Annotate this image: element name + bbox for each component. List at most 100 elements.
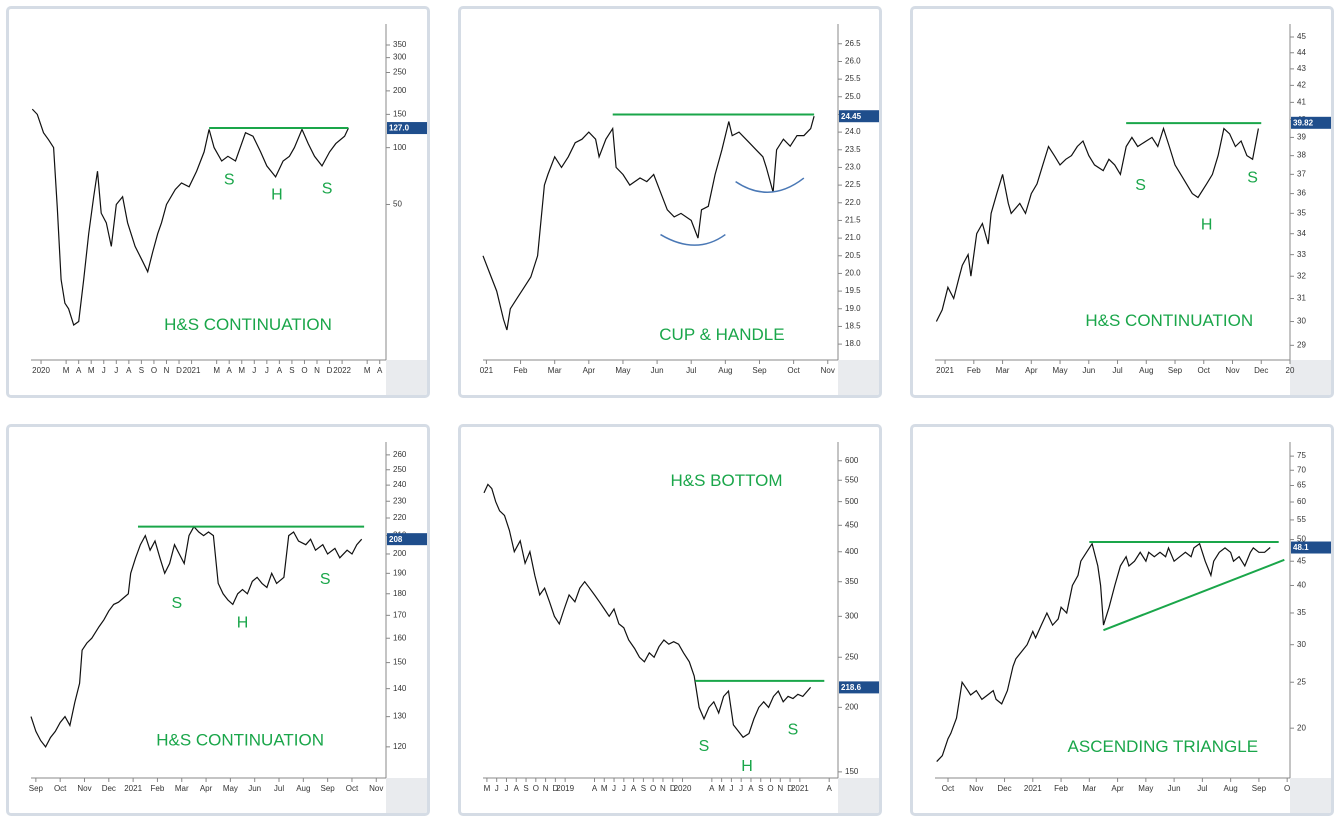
y-tick-label: 450 (845, 520, 859, 529)
y-tick-label: 200 (393, 86, 407, 95)
y-tick-label: 200 (845, 702, 859, 711)
x-tick-label: 2021 (936, 366, 954, 375)
x-tick-label: Aug (1139, 366, 1153, 375)
y-tick-label: 120 (393, 742, 407, 751)
axis-corner (386, 360, 427, 395)
y-tick-label: 19.5 (845, 286, 861, 295)
x-tick-label: Jun (248, 784, 261, 793)
price-tag-label: 48.1 (1293, 543, 1309, 552)
y-tick-label: 50 (1297, 535, 1306, 544)
x-tick-label: Nov (969, 784, 983, 793)
price-tag (1291, 541, 1331, 554)
y-tick-label: 23.0 (845, 163, 861, 172)
y-tick-label: 18.5 (845, 322, 861, 331)
chart: 29303132333435363738394041424344452021Fe… (935, 24, 1331, 395)
y-tick-label: 24.0 (845, 127, 861, 136)
x-tick-label: A (377, 366, 383, 375)
x-tick-label: Apr (583, 366, 596, 375)
y-tick-label: 75 (1297, 451, 1306, 460)
x-tick-label: 2020 (674, 784, 692, 793)
price-tag-label: 127.0 (389, 124, 410, 133)
x-tick-label: J (622, 784, 626, 793)
x-tick-label: A (748, 784, 754, 793)
y-tick-label: 22.0 (845, 198, 861, 207)
x-tick-label: Mar (175, 784, 189, 793)
y-tick-label: 45 (1297, 556, 1306, 565)
x-tick-label: Feb (967, 366, 981, 375)
pattern-label: H (741, 758, 753, 775)
price-line (483, 483, 812, 739)
x-tick-label: Mar (996, 366, 1010, 375)
x-tick-label: J (612, 784, 616, 793)
x-tick-label: J (495, 784, 499, 793)
x-tick-label: May (1052, 366, 1067, 375)
x-tick-label: S (641, 784, 646, 793)
y-tick-label: 39 (1297, 133, 1306, 142)
price-tag-label: 39.82 (1293, 118, 1314, 127)
y-tick-label: 20.0 (845, 269, 861, 278)
y-tick-label: 38 (1297, 151, 1306, 160)
y-tick-label: 220 (393, 513, 407, 522)
chart-panel: 20 25 30 35 40 45 50 55 60 65 70 75 Oct Nov Dec 2021 Feb… (910, 424, 1334, 816)
y-tick-label: 190 (393, 568, 407, 577)
x-tick-label: Oct (1198, 366, 1211, 375)
y-tick-label: 21.0 (845, 233, 861, 242)
x-tick-label: S (139, 366, 144, 375)
y-tick-label: 37 (1297, 169, 1306, 178)
x-tick-label: 2019 (556, 784, 574, 793)
axis-corner (838, 778, 879, 813)
y-tick-label: 25.5 (845, 74, 861, 83)
price-tag-label: 208 (389, 535, 403, 544)
x-tick-label: Feb (514, 366, 528, 375)
x-tick-label: Mar (548, 366, 562, 375)
y-tick-label: 130 (393, 712, 407, 721)
x-tick-label: J (102, 366, 106, 375)
price-line (482, 116, 815, 331)
y-tick-label: 350 (845, 577, 859, 586)
x-tick-label: Jul (1112, 366, 1122, 375)
y-tick-label: 180 (393, 589, 407, 598)
y-tick-label: 230 (393, 496, 407, 505)
y-tick-label: 20 (1297, 723, 1306, 732)
y-tick-label: 35 (1297, 608, 1306, 617)
price-tag (387, 533, 427, 546)
x-tick-label: Dec (997, 784, 1011, 793)
pattern-label: H (1201, 217, 1213, 234)
x-tick-label: S (523, 784, 528, 793)
chart-panel: 50 100 150 200 250 300 350 2020 M A M J J A S O N D 2021 M A… (6, 6, 430, 398)
y-tick-label: 31 (1297, 294, 1306, 303)
price-tag (387, 122, 427, 135)
x-tick-label: Apr (200, 784, 213, 793)
x-tick-label: Mar (1082, 784, 1096, 793)
y-tick-label: 32 (1297, 271, 1306, 280)
pattern-label: S (172, 595, 183, 612)
y-tick-label: 44 (1297, 48, 1306, 57)
x-tick-label: N (777, 784, 783, 793)
x-tick-label: M (63, 366, 70, 375)
x-tick-label: Oct (54, 784, 67, 793)
x-tick-label: 2021 (183, 366, 201, 375)
x-tick-label: Sep (1168, 366, 1183, 375)
x-tick-label: D (670, 784, 676, 793)
price-line (31, 108, 349, 326)
x-tick-label: Nov (77, 784, 91, 793)
x-tick-label: Jun (1168, 784, 1181, 793)
pattern-label: S (699, 738, 710, 755)
y-tick-label: 65 (1297, 481, 1306, 490)
y-tick-label: 60 (1297, 497, 1306, 506)
y-tick-label: 25 (1297, 677, 1306, 686)
y-tick-label: 23.5 (845, 145, 861, 154)
x-tick-label: 021 (480, 366, 494, 375)
x-tick-label: A (227, 366, 233, 375)
pattern-label: S (320, 571, 331, 588)
x-tick-label: N (543, 784, 549, 793)
axis-corner (1290, 778, 1331, 813)
x-tick-label: Aug (1224, 784, 1238, 793)
pattern-line (1103, 558, 1285, 632)
pattern-name: H&S CONTINUATION (164, 315, 332, 334)
y-tick-label: 36 (1297, 189, 1306, 198)
x-tick-label: 20 (1286, 366, 1295, 375)
